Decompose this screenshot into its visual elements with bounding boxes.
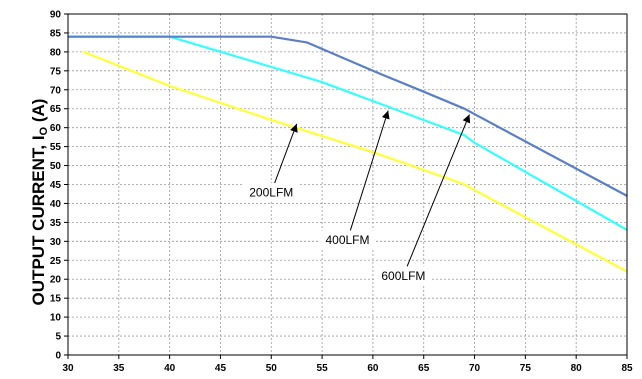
annotation-label: 600LFM <box>381 269 425 283</box>
x-tick-label: 40 <box>164 363 176 374</box>
y-tick-label: 85 <box>50 28 62 39</box>
x-tick-label: 75 <box>520 363 532 374</box>
y-tick-label: 50 <box>50 161 62 172</box>
annotation-label-bg <box>243 183 300 202</box>
x-tick-label: 35 <box>113 363 125 374</box>
annotation-label: 400LFM <box>325 233 369 247</box>
x-tick-label: 45 <box>215 363 227 374</box>
x-tick-label: 85 <box>621 363 633 374</box>
y-tick-labels: 0 5 10 15 20 25 30 35 40 45 50 55 60 65 70 75 80 85 90 <box>50 10 62 362</box>
y-tick-label: 10 <box>50 313 62 324</box>
x-tick-label: 55 <box>317 363 329 374</box>
annotation-arrowhead <box>290 123 298 133</box>
annotation-label-bg <box>375 266 432 285</box>
plot-frame <box>67 13 628 356</box>
y-tick-label: 15 <box>50 294 62 305</box>
y-tick-label: 70 <box>50 85 62 96</box>
annotation-arrow <box>349 110 389 231</box>
y-axis-label: OUTPUT CURRENT, IO (A) <box>29 99 50 306</box>
x-tick-label: 80 <box>571 363 583 374</box>
x-tick-label: 30 <box>62 363 74 374</box>
y-tick-label: 75 <box>50 66 62 77</box>
annotation-label-bg <box>319 230 376 249</box>
y-tick-label: 5 <box>55 332 61 343</box>
annotation-arrow <box>406 114 470 267</box>
y-tick-label: 35 <box>50 218 62 229</box>
y-tick-label: 90 <box>50 10 62 21</box>
grid <box>64 13 628 359</box>
y-tick-label: 40 <box>50 199 62 210</box>
series-lines <box>68 35 628 273</box>
series-line-400lfm <box>68 35 628 231</box>
annotation-arrowhead <box>462 114 471 124</box>
y-tick-label: 60 <box>50 123 62 134</box>
y-tick-label: 0 <box>55 351 61 362</box>
annotation-arrowhead <box>381 110 390 120</box>
x-tick-label: 65 <box>418 363 430 374</box>
x-tick-label: 70 <box>469 363 481 374</box>
y-tick-label: 80 <box>50 47 62 58</box>
y-tick-label: 25 <box>50 256 62 267</box>
y-tick-label: 55 <box>50 142 62 153</box>
x-tick-label: 50 <box>266 363 278 374</box>
y-tick-label: 20 <box>50 275 62 286</box>
annotation-label: 200LFM <box>249 186 293 200</box>
x-tick-label: 60 <box>367 363 379 374</box>
series-line-600lfm <box>68 35 628 197</box>
y-tick-label: 45 <box>50 180 62 191</box>
x-tick-labels: 30 35 40 45 50 55 60 65 70 75 80 85 <box>62 363 633 374</box>
annotation-arrow <box>274 123 298 184</box>
annotations: 200LFM 400LFM 600LFM <box>243 110 471 285</box>
series-line-200lfm <box>82 50 628 273</box>
y-tick-label: 65 <box>50 104 62 115</box>
y-tick-label: 30 <box>50 237 62 248</box>
